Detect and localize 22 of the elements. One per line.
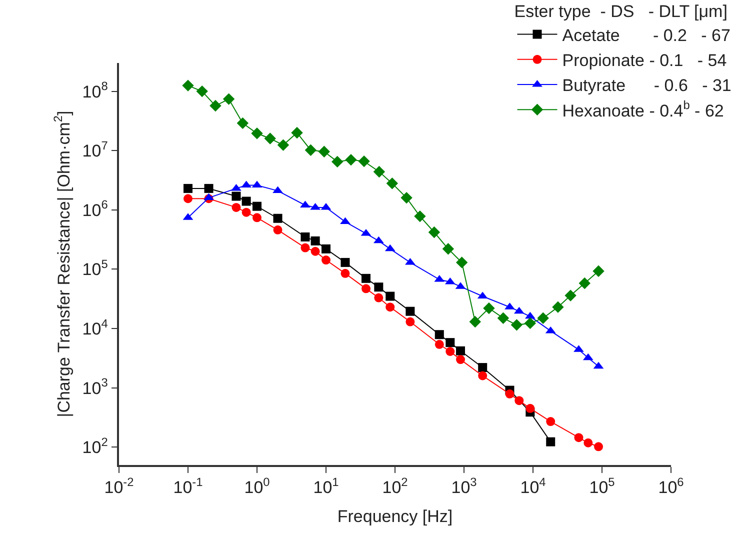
x-tick-label: 10$^{4}$: [520, 475, 546, 498]
legend-label: Propionate - 0.1 - 54: [562, 51, 727, 70]
y-tick-label: 10$^{5}$: [82, 257, 108, 280]
x-tick-label: 10$^{2}$: [382, 475, 408, 498]
x-tick-label: 10$^{3}$: [451, 475, 478, 498]
y-tick-label: 10$^{3}$: [82, 376, 108, 398]
x-tick-label: 10$^{-1}$: [173, 475, 204, 498]
x-tick-label: 10$^{5}$: [589, 475, 616, 498]
x-tick-label: 10$^{1}$: [313, 475, 340, 498]
y-tick-label: 10$^{7}$: [82, 138, 108, 161]
x-axis-title: Frequency [Hz]: [337, 507, 453, 526]
y-tick-label: 10$^{2}$: [82, 434, 108, 458]
legend-label: Hexanoate - 0.4$^{b}$ - 62: [562, 98, 724, 120]
legend-label: Acetate - 0.2 - 67: [562, 26, 730, 45]
x-tick-label: 10$^{6}$: [658, 475, 684, 498]
y-tick-label: 10$^{4}$: [82, 316, 108, 338]
y-tick-label: 10$^{8}$: [82, 79, 108, 102]
y-tick-label: 10$^{6}$: [82, 198, 108, 220]
legend-label: Butyrate - 0.6 - 31: [562, 76, 732, 96]
x-tick-label: 10$^{0}$: [244, 475, 270, 498]
legend-title: Ester type - DS - DLT [μm]: [514, 2, 728, 21]
x-tick-label: 10$^{-2}$: [104, 475, 134, 498]
